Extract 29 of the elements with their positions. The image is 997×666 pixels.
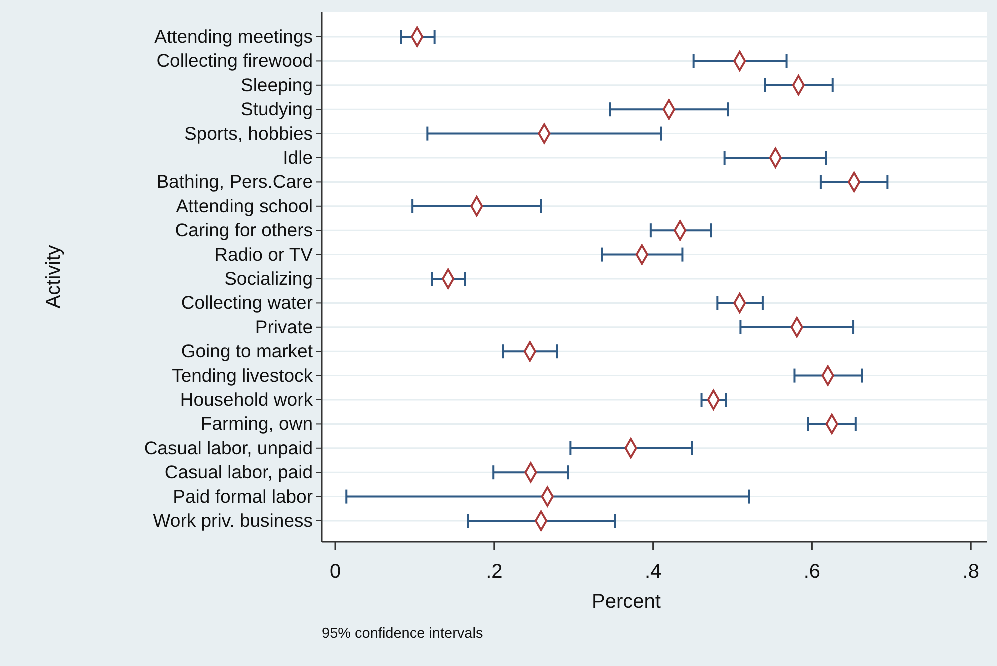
x-tick-label: .4	[644, 561, 662, 583]
y-tick-label: Private	[255, 316, 313, 338]
y-tick-label: Farming, own	[200, 413, 313, 434]
y-tick-label: Paid formal labor	[173, 486, 313, 507]
x-tick-label: 0	[330, 561, 342, 583]
y-tick-label: Bathing, Pers.Care	[156, 171, 313, 192]
y-tick-label: Going to market	[181, 340, 313, 362]
x-axis-title: Percent	[592, 591, 662, 613]
x-tick-label: .8	[962, 561, 980, 583]
y-tick-label: Casual labor, paid	[164, 462, 313, 483]
y-tick-label: Idle	[283, 147, 313, 168]
y-tick-label: Household work	[180, 389, 314, 410]
text: 95% confidence intervals	[322, 626, 484, 642]
y-tick-label: Radio or TV	[214, 244, 314, 265]
y-tick-label: Sleeping	[240, 74, 313, 96]
x-tick-label: .2	[486, 561, 503, 583]
y-tick-label: Attending school	[176, 195, 313, 216]
y-tick-label: Socializing	[224, 268, 313, 289]
y-axis-title: Activity	[43, 245, 65, 309]
y-tick-label: Caring for others	[175, 220, 313, 241]
y-tick-label: Sports, hobbies	[184, 122, 313, 144]
y-tick-label: Tending livestock	[172, 364, 314, 386]
y-tick-label: Casual labor, unpaid	[144, 437, 313, 458]
y-tick-label: Attending meetings	[154, 26, 313, 47]
x-tick-label: .6	[804, 561, 821, 583]
y-tick-label: Collecting water	[181, 292, 313, 314]
y-tick-label: Collecting firewood	[156, 50, 313, 72]
y-tick-label: Work priv. business	[153, 510, 313, 531]
y-tick-label: Studying	[241, 98, 313, 120]
